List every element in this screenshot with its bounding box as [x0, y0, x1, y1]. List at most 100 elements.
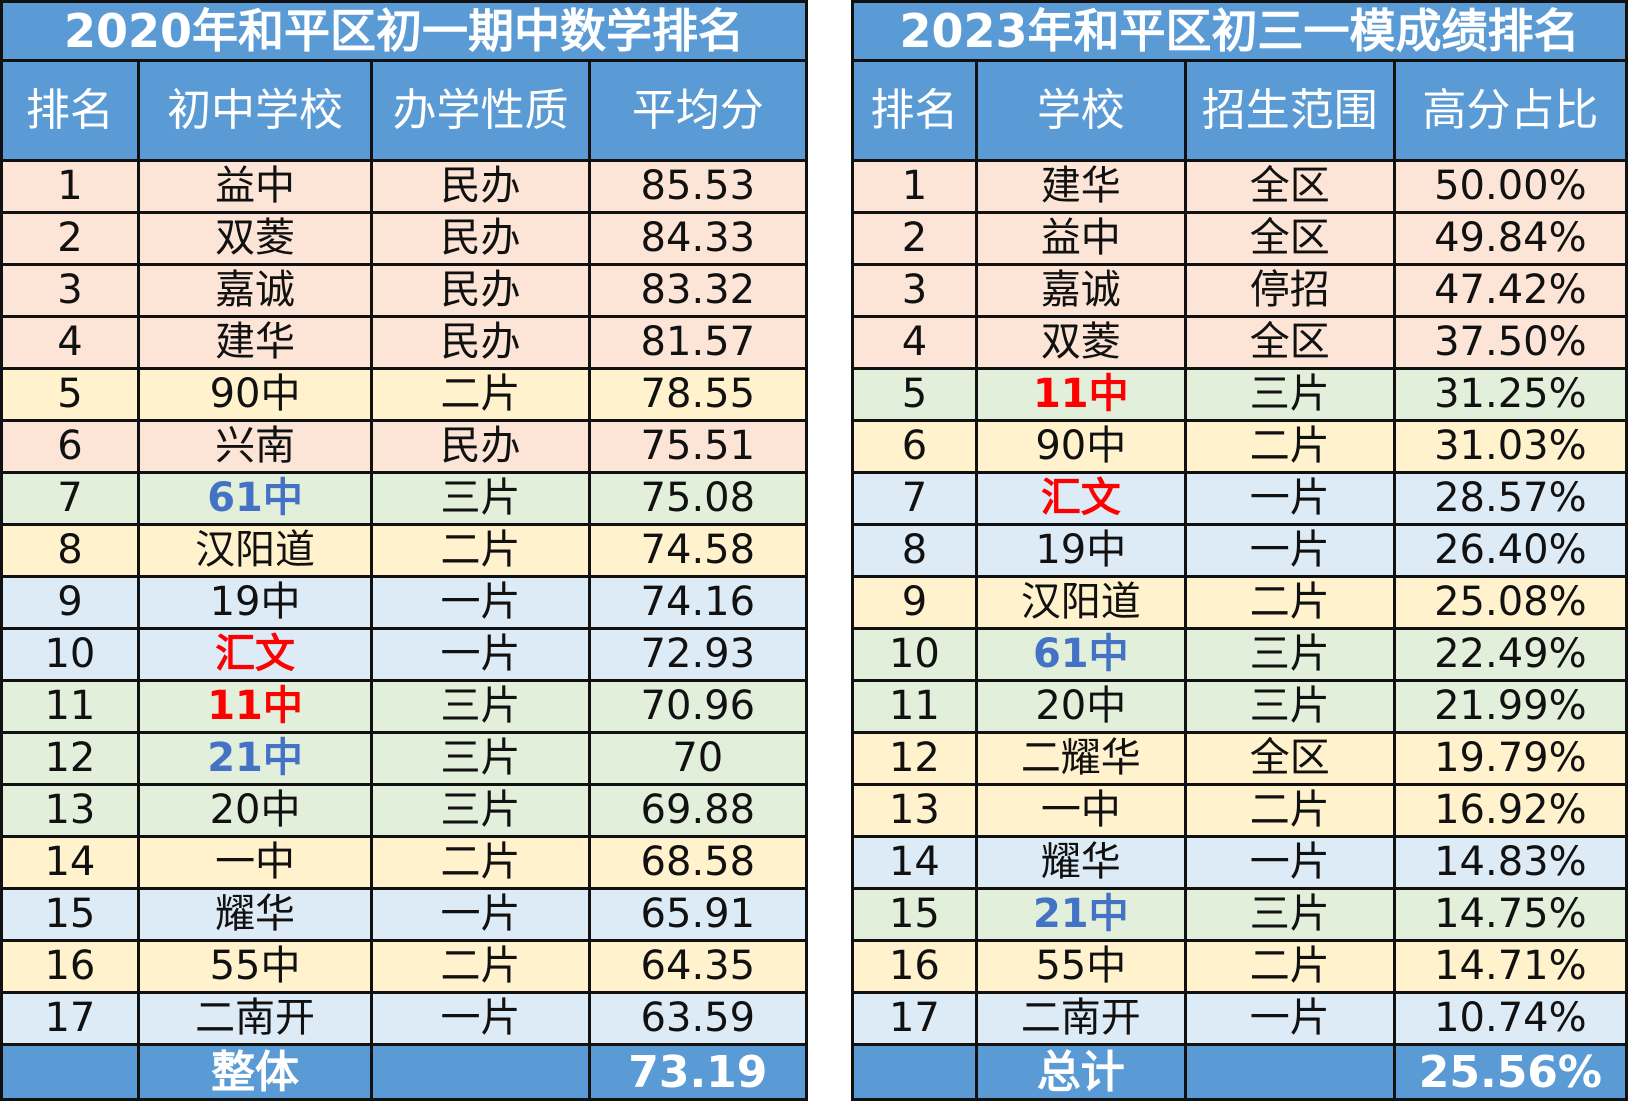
summary-cell: [0, 1043, 140, 1101]
table-row: 1 益中 民办 85.53: [0, 159, 809, 214]
table-title-row: 2020年和平区初一期中数学排名: [0, 0, 808, 62]
school-cell: 汉阳道: [136, 523, 374, 578]
score-cell: 63.59: [587, 991, 809, 1046]
rank-cell: 9: [0, 575, 140, 630]
type-cell: 民办: [370, 419, 591, 474]
score-cell: 10.74%: [1392, 991, 1628, 1046]
school-cell: 61中: [136, 471, 374, 526]
rank-cell: 12: [0, 731, 140, 786]
header-row: 排名 学校 招生范围 高分占比: [851, 59, 1628, 162]
type-cell: 二片: [370, 835, 591, 890]
score-cell: 31.03%: [1392, 419, 1628, 474]
score-cell: 70.96: [587, 679, 809, 734]
rank-cell: 12: [851, 731, 978, 786]
school-cell: 55中: [136, 939, 374, 994]
summary-cell: 25.56%: [1392, 1043, 1628, 1101]
summary-row: 总计 25.56%: [851, 1043, 1628, 1101]
type-cell: 三片: [1183, 627, 1396, 682]
score-cell: 50.00%: [1392, 159, 1628, 214]
school-cell: 双菱: [136, 211, 374, 266]
school-cell: 一中: [136, 835, 374, 890]
summary-cell: [370, 1043, 591, 1101]
school-cell: 建华: [136, 315, 374, 370]
school-cell: 二南开: [136, 991, 374, 1046]
rank-cell: 10: [851, 627, 978, 682]
score-cell: 64.35: [587, 939, 809, 994]
score-cell: 74.58: [587, 523, 809, 578]
type-cell: 二片: [1183, 419, 1396, 474]
type-cell: 全区: [1183, 211, 1396, 266]
rank-cell: 6: [0, 419, 140, 474]
table-row: 5 11中 三片 31.25%: [851, 367, 1628, 422]
table-row: 12 21中 三片 70: [0, 731, 809, 786]
school-cell: 19中: [136, 575, 374, 630]
score-cell: 14.75%: [1392, 887, 1628, 942]
header-row: 排名 初中学校 办学性质 平均分: [0, 59, 809, 162]
table-row: 10 61中 三片 22.49%: [851, 627, 1628, 682]
table-row: 8 汉阳道 二片 74.58: [0, 523, 809, 578]
table-row: 16 55中 二片 64.35: [0, 939, 809, 994]
table-row: 12 二耀华 全区 19.79%: [851, 731, 1628, 786]
type-cell: 一片: [370, 991, 591, 1046]
table-title: 2020年和平区初一期中数学排名: [0, 0, 808, 62]
score-cell: 21.99%: [1392, 679, 1628, 734]
type-cell: 三片: [370, 783, 591, 838]
type-cell: 二片: [370, 939, 591, 994]
table-row: 9 汉阳道 二片 25.08%: [851, 575, 1628, 630]
rank-cell: 6: [851, 419, 978, 474]
rank-cell: 2: [851, 211, 978, 266]
summary-cell: 总计: [974, 1043, 1187, 1101]
school-cell: 嘉诚: [974, 263, 1187, 318]
table-row: 4 双菱 全区 37.50%: [851, 315, 1628, 370]
summary-cell: [1183, 1043, 1396, 1101]
rank-cell: 2: [0, 211, 140, 266]
school-cell: 20中: [136, 783, 374, 838]
type-cell: 三片: [370, 731, 591, 786]
score-cell: 65.91: [587, 887, 809, 942]
school-cell: 汉阳道: [974, 575, 1187, 630]
score-cell: 19.79%: [1392, 731, 1628, 786]
school-cell: 21中: [974, 887, 1187, 942]
score-cell: 72.93: [587, 627, 809, 682]
column-header: 初中学校: [136, 59, 374, 162]
score-cell: 26.40%: [1392, 523, 1628, 578]
exam-ranking-2023-table: 2023年和平区初三一模成绩排名 排名 学校 招生范围 高分占比 1 建华 全区 50.00% 2…: [851, 0, 1628, 1101]
table-row: 3 嘉诚 民办 83.32: [0, 263, 809, 318]
type-cell: 民办: [370, 315, 591, 370]
type-cell: 三片: [370, 471, 591, 526]
column-header: 平均分: [587, 59, 809, 162]
table-row: 2 双菱 民办 84.33: [0, 211, 809, 266]
school-cell: 20中: [974, 679, 1187, 734]
school-cell: 建华: [974, 159, 1187, 214]
rank-cell: 15: [851, 887, 978, 942]
rank-cell: 16: [851, 939, 978, 994]
school-cell: 11中: [136, 679, 374, 734]
type-cell: 一片: [1183, 991, 1396, 1046]
score-cell: 28.57%: [1392, 471, 1628, 526]
type-cell: 三片: [370, 679, 591, 734]
rank-cell: 11: [0, 679, 140, 734]
rank-cell: 9: [851, 575, 978, 630]
type-cell: 二片: [370, 523, 591, 578]
school-cell: 61中: [974, 627, 1187, 682]
column-header: 招生范围: [1183, 59, 1396, 162]
table-row: 15 耀华 一片 65.91: [0, 887, 809, 942]
type-cell: 全区: [1183, 159, 1396, 214]
rank-cell: 15: [0, 887, 140, 942]
table-title-row: 2023年和平区初三一模成绩排名: [851, 0, 1628, 62]
school-cell: 11中: [974, 367, 1187, 422]
rank-cell: 5: [0, 367, 140, 422]
rank-cell: 7: [851, 471, 978, 526]
table-row: 13 一中 二片 16.92%: [851, 783, 1628, 838]
school-cell: 21中: [136, 731, 374, 786]
table-row: 4 建华 民办 81.57: [0, 315, 809, 370]
rank-cell: 5: [851, 367, 978, 422]
table-row: 6 兴南 民办 75.51: [0, 419, 809, 474]
table-row: 16 55中 二片 14.71%: [851, 939, 1628, 994]
table-row: 15 21中 三片 14.75%: [851, 887, 1628, 942]
summary-cell: 整体: [136, 1043, 374, 1101]
rank-cell: 17: [851, 991, 978, 1046]
type-cell: 一片: [370, 887, 591, 942]
school-cell: 双菱: [974, 315, 1187, 370]
score-cell: 75.51: [587, 419, 809, 474]
